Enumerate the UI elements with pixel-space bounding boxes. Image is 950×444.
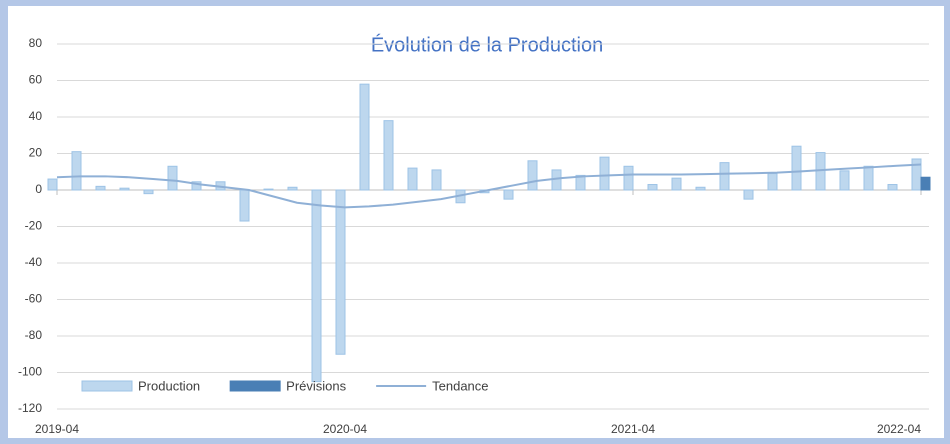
y-tick-label: -100 [18,365,42,379]
bar [920,176,931,191]
y-tick-label: 80 [29,36,43,50]
x-tick-label: 2020-04 [323,422,367,436]
y-tick-label: -40 [25,255,43,269]
y-tick-label: 20 [29,146,43,160]
bar [863,165,874,191]
legend-swatch [229,380,281,392]
bar [839,170,850,191]
bar [695,186,706,191]
bar [791,145,802,191]
x-tick-label: 2021-04 [611,422,655,436]
bar [647,184,658,191]
chart: Évolution de la Production -120 -100 -80 -6… [8,6,944,438]
bar [311,189,322,383]
chart-title: Évolution de la Production [371,33,603,56]
bar [287,186,298,191]
bar [527,160,538,191]
bar [671,177,682,191]
bar [95,185,106,191]
y-tick-label: 60 [29,73,43,87]
y-tick-label: 0 [35,182,42,196]
bar [143,189,154,195]
bar [335,189,346,355]
legend-label: Prévisions [286,378,346,393]
legend-label: Production [138,378,200,393]
bar [911,158,922,191]
bar [119,187,130,191]
bar [719,162,730,191]
y-tick-label: -80 [25,328,43,342]
bar [623,165,634,191]
trend-line [56,163,922,209]
bar [383,120,394,191]
bar [47,178,58,191]
legend-swatch [81,380,133,392]
bar [575,174,586,191]
bar [431,169,442,191]
y-tick-label: -60 [25,292,43,306]
bar [239,189,250,222]
bar [887,184,898,191]
bar [599,156,610,191]
bar [71,151,82,191]
y-tick-label: -20 [25,219,43,233]
y-tick-label: -120 [18,401,42,415]
bar [167,165,178,191]
bar [359,83,370,191]
bar [407,167,418,191]
bar [503,189,514,200]
x-tick-label: 2022-04 [877,422,921,436]
x-tick-label: 2019-04 [35,422,79,436]
bar [743,189,754,200]
bar [263,188,274,191]
legend-label: Tendance [432,378,488,393]
bar [191,181,202,191]
bar [767,173,778,191]
y-tick-label: 40 [29,109,43,123]
